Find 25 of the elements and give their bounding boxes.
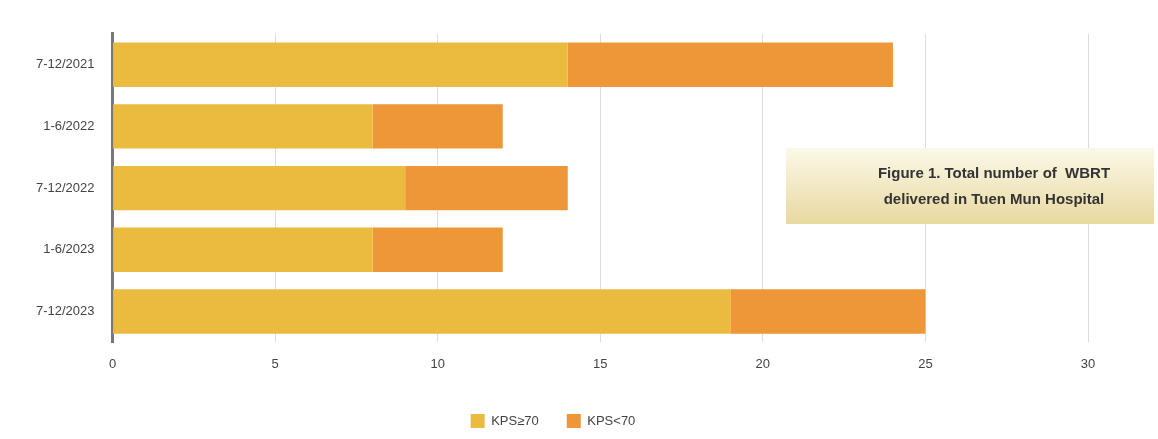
bar [567,42,893,87]
x-tick-label: 15 [593,355,608,371]
bar [113,165,406,211]
y-tick-label: 7-12/2021 [35,56,95,72]
bar [113,42,568,87]
bar [405,165,568,211]
y-tick-label: 1-6/2022 [43,117,95,133]
x-tick-label: 10 [430,355,445,371]
x-tick-label: 20 [755,355,771,371]
bar [113,104,373,149]
legend-label: KPS≥70 [491,412,539,428]
bar [372,227,503,273]
y-tick-label: 1-6/2023 [43,241,95,257]
bar [730,289,926,334]
x-tick-label: 25 [918,355,933,371]
x-tick-label: 5 [271,355,279,371]
x-tick-label: 30 [1080,355,1096,371]
label-box: Figure 1. Total number of WBRT delivered in Tuen Mun Hospital [786,148,1154,224]
y-tick-label: 7-12/2022 [35,179,95,195]
x-tick-label: 0 [108,355,117,371]
bar [113,289,731,334]
bar [372,104,503,149]
y-tick-label: 7-12/2023 [35,303,95,319]
legend-label: KPS<70 [587,412,636,428]
bar [113,227,373,273]
